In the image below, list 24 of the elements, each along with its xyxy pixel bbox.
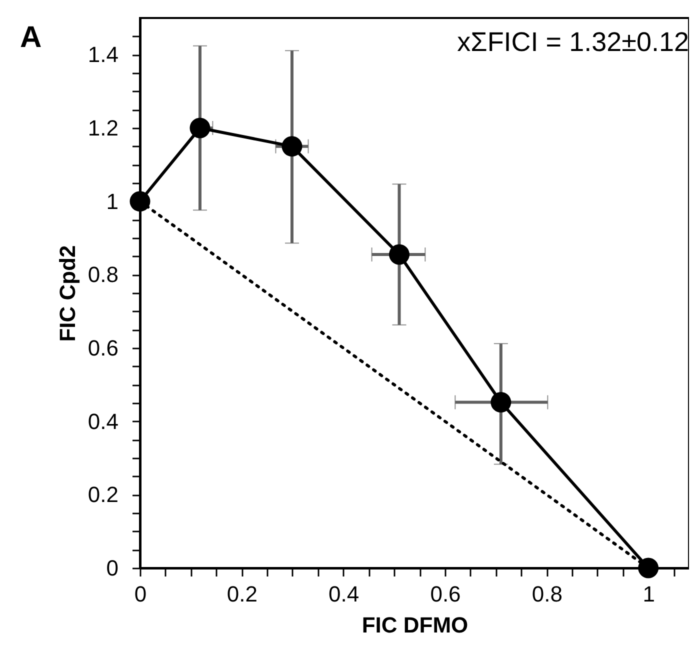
y-tick-label: 0.6 bbox=[88, 336, 118, 360]
text: A bbox=[20, 21, 42, 54]
y-tick-label: 0.8 bbox=[88, 262, 118, 288]
annotation: xΣFICI = 1.32±0.12 bbox=[457, 27, 689, 57]
x-tick-label: 0.6 bbox=[430, 582, 461, 606]
point bbox=[638, 558, 659, 578]
y-axis-title: FIC Cpd2 bbox=[54, 245, 80, 342]
y-tick-label: 1 bbox=[106, 188, 118, 214]
point bbox=[490, 392, 512, 412]
point bbox=[130, 191, 150, 212]
point bbox=[389, 244, 410, 265]
y-tick-label: 0.4 bbox=[88, 408, 118, 434]
x-tick-label: 0 bbox=[134, 582, 147, 606]
x-tick-label: 0.8 bbox=[532, 582, 562, 606]
point bbox=[282, 136, 302, 157]
x-tick-label: 0.2 bbox=[226, 582, 258, 606]
x-tick-label: 1 bbox=[642, 582, 655, 606]
x-axis-title: FIC DFMO bbox=[362, 612, 468, 638]
point bbox=[190, 118, 210, 138]
y-tick-label: 1.2 bbox=[88, 116, 118, 140]
x-tick-label: 0.4 bbox=[328, 582, 360, 606]
y-tick-label: 0.2 bbox=[88, 482, 118, 508]
y-tick-label: 0 bbox=[106, 556, 118, 580]
y-tick-label: 1.4 bbox=[88, 42, 118, 68]
